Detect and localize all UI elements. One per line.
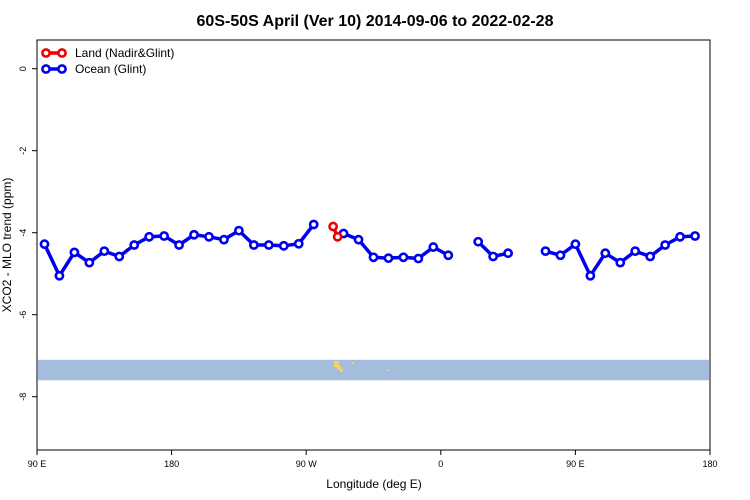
ocean-series-point [233,225,244,236]
coverage-band-rect [38,359,709,381]
ocean-series-point [540,246,551,257]
ocean-series-point [660,240,671,250]
ocean-series-point [630,246,641,257]
legend-entry-label: Ocean (Glint) [75,62,146,76]
ocean-series-point [555,250,566,261]
legend-entry-label: Land (Nadir&Glint) [75,46,174,60]
ocean-series-point [39,239,50,250]
land-series-point [328,221,339,232]
ocean-series-point [278,240,289,251]
ocean-series-point [570,239,581,250]
ocean-series-point [129,240,140,250]
ocean-series-point [219,234,229,245]
ocean-series-point [174,240,184,250]
y-tick-label: -8 [18,393,28,401]
ocean-series-point [69,247,80,258]
ocean-series-point [159,231,170,241]
ocean-series-point [398,252,409,263]
ocean-series-point [428,242,439,252]
ocean-series-point [503,248,513,259]
land-series-point [332,231,343,242]
land-mark [387,369,389,371]
land-mark [352,362,354,364]
ocean-series-point [383,253,394,264]
x-tick-label: 90 E [566,459,585,469]
ocean-series-point [54,270,65,281]
ocean-series-point [144,231,155,242]
ocean-series-point [114,251,125,262]
legend: Land (Nadir&Glint) Ocean (Glint) [41,46,174,76]
ocean-series-point [263,240,274,250]
ocean-series-point [248,240,259,250]
land-mark [334,361,339,367]
legend-swatch-marker [57,64,67,74]
y-axis-label: XCO2 - MLO trend (ppm) [0,178,14,313]
ocean-series-line [42,223,316,278]
ocean-series-point [645,251,656,262]
x-axis: 90 E 180 90 W 0 90 E 180 [28,450,718,469]
legend-swatch-marker [41,48,51,58]
legend-swatch-marker [41,64,51,74]
ocean-series-point [353,234,364,245]
ocean-series-point [413,253,424,264]
y-tick-label: -2 [18,147,28,155]
ocean-series-point [368,252,379,263]
ocean-series-point [293,238,304,249]
y-tick-label: -4 [18,229,28,237]
x-tick-label: 0 [438,459,443,469]
plot-frame [36,39,711,451]
coverage-band [38,359,709,381]
legend-swatch-marker [57,48,67,58]
ocean-series-line [545,234,696,278]
y-axis: 0 -2 -4 -6 -8 [18,66,37,401]
ocean-series-point [308,219,319,230]
ocean-series-point [488,251,499,262]
x-tick-label: 180 [702,459,717,469]
x-axis-label: Longitude (deg E) [326,477,421,491]
ocean-series-point [99,246,110,257]
ocean-series-point [189,229,199,240]
land-mark [340,369,343,372]
ocean-series-point [204,231,214,242]
series-layer [39,219,700,281]
ocean-series-point [600,248,611,259]
ocean-series-point [585,270,596,281]
ocean-series-point [84,257,95,268]
ocean-series-point [675,231,685,242]
ocean-series-point [690,231,700,241]
y-tick-label: 0 [18,66,28,71]
ocean-series-point [443,250,454,261]
land-mark [337,366,341,370]
ocean-series-point [473,236,484,247]
chart-title: 60S-50S April (Ver 10) 2014-09-06 to 202… [197,13,554,30]
x-tick-label: 90 E [28,459,47,469]
ocean-series-point [615,257,626,268]
x-tick-label: 90 W [296,459,318,469]
x-tick-label: 180 [164,459,179,469]
y-tick-label: -6 [18,311,28,319]
